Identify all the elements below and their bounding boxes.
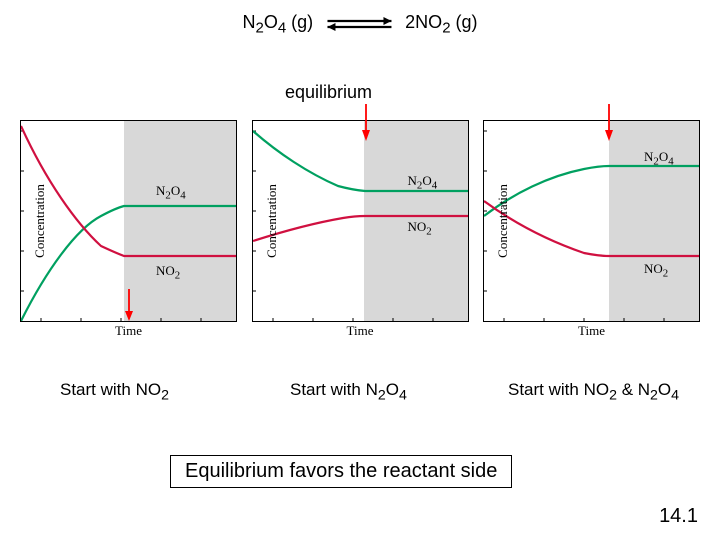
charts-row: N2O4 NO2 Concentration Time N2O4 NO2 Con… xyxy=(20,120,700,322)
equilibrium-double-arrow-icon xyxy=(323,16,395,32)
chart1-ticks xyxy=(21,131,201,321)
chart2-plot xyxy=(253,121,468,321)
chart2-caption: Start with N2O4 xyxy=(290,380,407,403)
equation-left: N2O4 (g) xyxy=(242,12,313,37)
chart1-x-axis-label: Time xyxy=(115,323,142,339)
chart3-x-axis-label: Time xyxy=(578,323,605,339)
chart3-caption: Start with NO2 & N2O4 xyxy=(508,380,679,403)
conclusion-box: Equilibrium favors the reactant side xyxy=(170,455,512,488)
chart3-equilibrium-arrow-icon xyxy=(604,104,614,141)
chart2-n2o4-label: N2O4 xyxy=(408,173,438,192)
chart1-no2-label: NO2 xyxy=(156,263,180,282)
chart1-caption: Start with NO2 xyxy=(60,380,169,403)
chart2-x-axis-label: Time xyxy=(347,323,374,339)
equilibrium-label-2: equilibrium xyxy=(285,82,372,103)
page-number: 14.1 xyxy=(659,505,698,528)
chart1-y-axis-label: Concentration xyxy=(32,184,48,258)
chart3-y-axis-label: Concentration xyxy=(495,184,511,258)
equilibrium-equation: N2O4 (g) 2NO2 (g) xyxy=(242,12,477,37)
chart3-ticks xyxy=(484,131,664,321)
chart1-equilibrium-arrow-icon xyxy=(124,289,134,321)
chart3-n2o4-curve xyxy=(484,166,699,216)
chart1-no2-curve xyxy=(21,126,236,256)
chart3-no2-curve xyxy=(484,201,699,256)
equation-right: 2NO2 (g) xyxy=(405,12,477,37)
chart3-n2o4-label: N2O4 xyxy=(644,149,674,168)
chart-start-both: N2O4 NO2 Concentration Time xyxy=(483,120,700,322)
chart3-no2-label: NO2 xyxy=(644,261,668,280)
chart2-no2-curve xyxy=(253,216,468,241)
chart2-y-axis-label: Concentration xyxy=(263,184,279,258)
chart1-n2o4-label: N2O4 xyxy=(156,183,186,202)
chart2-no2-label: NO2 xyxy=(408,219,432,238)
chart-start-n2o4: N2O4 NO2 Concentration Time xyxy=(252,120,469,322)
chart-start-no2: N2O4 NO2 Concentration Time xyxy=(20,120,237,322)
chart2-equilibrium-arrow-icon xyxy=(361,104,371,141)
